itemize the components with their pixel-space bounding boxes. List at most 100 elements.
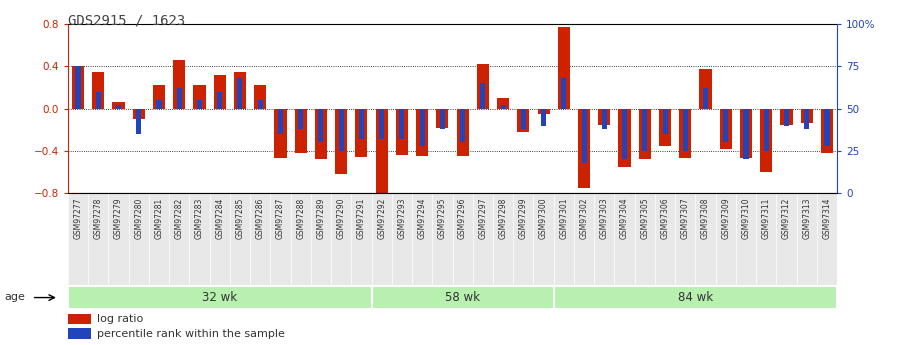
Bar <box>703 88 708 109</box>
Text: 32 wk: 32 wk <box>202 290 237 304</box>
Bar <box>801 109 813 124</box>
Bar <box>133 109 145 119</box>
Bar <box>440 109 445 129</box>
Bar <box>376 109 387 195</box>
Text: GSM97304: GSM97304 <box>620 198 629 239</box>
Text: percentile rank within the sample: percentile rank within the sample <box>97 329 284 339</box>
Bar <box>554 286 837 309</box>
Text: GSM97302: GSM97302 <box>579 198 588 239</box>
Text: GSM97300: GSM97300 <box>539 198 548 239</box>
Text: 58 wk: 58 wk <box>445 290 481 304</box>
Text: GSM97310: GSM97310 <box>741 198 750 239</box>
Bar <box>682 109 688 151</box>
Bar <box>764 109 769 151</box>
Text: GSM97290: GSM97290 <box>337 198 346 239</box>
Text: GSM97298: GSM97298 <box>499 198 508 239</box>
Bar <box>68 328 90 339</box>
Bar <box>723 109 729 142</box>
Bar <box>75 66 81 109</box>
Text: age: age <box>5 292 25 302</box>
Text: GSM97309: GSM97309 <box>721 198 730 239</box>
Bar <box>298 109 303 129</box>
Text: GSM97294: GSM97294 <box>417 198 426 239</box>
Bar <box>68 314 90 324</box>
Bar <box>598 109 610 125</box>
Text: GSM97281: GSM97281 <box>155 198 164 239</box>
Bar <box>233 72 246 109</box>
Bar <box>157 100 161 109</box>
Bar <box>214 75 225 109</box>
Bar <box>395 109 408 155</box>
Bar <box>805 109 809 129</box>
Bar <box>500 105 506 109</box>
Text: GSM97285: GSM97285 <box>235 198 244 239</box>
Bar <box>217 92 223 109</box>
Bar <box>557 27 570 109</box>
Bar <box>518 109 529 132</box>
Bar <box>662 109 668 134</box>
Bar <box>602 109 607 129</box>
Text: GSM97303: GSM97303 <box>600 198 609 239</box>
Bar <box>194 86 205 109</box>
Bar <box>153 86 165 109</box>
Bar <box>639 109 651 159</box>
Bar <box>319 109 323 142</box>
Text: log ratio: log ratio <box>97 314 143 324</box>
Bar <box>96 92 100 109</box>
Bar <box>481 83 485 109</box>
Bar <box>622 109 627 159</box>
Bar <box>258 100 262 109</box>
Text: GSM97293: GSM97293 <box>397 198 406 239</box>
Bar <box>643 109 647 151</box>
Bar <box>497 98 510 109</box>
Text: GSM97313: GSM97313 <box>802 198 811 239</box>
Bar <box>520 109 526 129</box>
Bar <box>112 102 125 109</box>
Bar <box>295 109 307 153</box>
Bar <box>315 109 327 159</box>
Text: GSM97277: GSM97277 <box>73 198 82 239</box>
Bar <box>719 109 732 149</box>
Bar <box>197 100 202 109</box>
Text: 84 wk: 84 wk <box>678 290 713 304</box>
Text: GSM97299: GSM97299 <box>519 198 528 239</box>
Bar <box>659 109 672 146</box>
Text: GSM97291: GSM97291 <box>357 198 366 239</box>
Bar <box>456 109 469 156</box>
Bar <box>821 109 834 153</box>
Bar <box>372 286 554 309</box>
Bar <box>578 109 590 188</box>
Bar <box>274 109 287 158</box>
Text: GSM97312: GSM97312 <box>782 198 791 239</box>
Text: GSM97287: GSM97287 <box>276 198 285 239</box>
Bar <box>71 66 84 109</box>
Text: GSM97307: GSM97307 <box>681 198 690 239</box>
Text: GSM97284: GSM97284 <box>215 198 224 239</box>
Bar <box>744 109 748 159</box>
Bar <box>116 105 121 109</box>
Text: GSM97279: GSM97279 <box>114 198 123 239</box>
Text: GSM97301: GSM97301 <box>559 198 568 239</box>
Bar <box>399 109 405 139</box>
Text: GSM97308: GSM97308 <box>701 198 710 239</box>
Bar <box>436 109 449 128</box>
Text: GSM97278: GSM97278 <box>94 198 103 239</box>
Text: GSM97286: GSM97286 <box>256 198 264 239</box>
Bar <box>582 109 586 163</box>
Text: GDS2915 / 1623: GDS2915 / 1623 <box>68 14 186 28</box>
Bar <box>561 78 567 109</box>
Bar <box>136 109 141 134</box>
Text: GSM97292: GSM97292 <box>377 198 386 239</box>
Bar <box>824 109 830 146</box>
Bar <box>420 109 424 146</box>
Bar <box>618 109 631 167</box>
Bar <box>740 109 752 158</box>
Bar <box>379 109 385 139</box>
Text: GSM97283: GSM97283 <box>195 198 204 239</box>
Bar <box>416 109 428 156</box>
Text: GSM97288: GSM97288 <box>296 198 305 239</box>
Bar <box>335 109 348 174</box>
Text: GSM97297: GSM97297 <box>479 198 488 239</box>
Bar <box>359 109 364 139</box>
Text: GSM97282: GSM97282 <box>175 198 184 239</box>
